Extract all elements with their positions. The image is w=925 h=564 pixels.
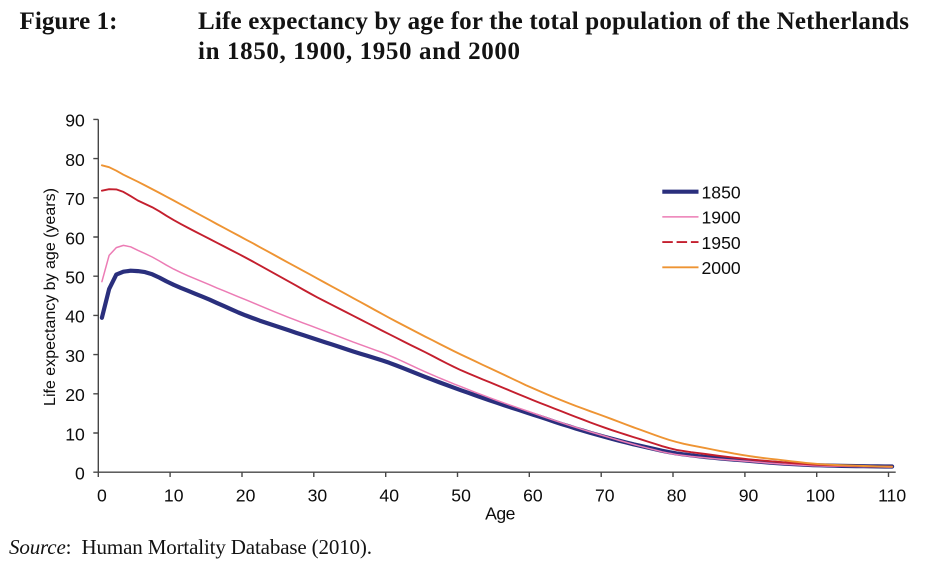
svg-text:20: 20 (65, 385, 85, 405)
svg-text:50: 50 (451, 485, 471, 505)
svg-text:1900: 1900 (702, 208, 741, 228)
svg-text:60: 60 (523, 485, 543, 505)
svg-text:30: 30 (308, 485, 328, 505)
svg-text:10: 10 (164, 485, 184, 505)
svg-text:100: 100 (806, 485, 836, 505)
svg-text:Figure 1:: Figure 1: (20, 8, 118, 35)
svg-text:20: 20 (236, 485, 256, 505)
svg-text:Life expectancy by age for the: Life expectancy by age for the total pop… (198, 8, 909, 35)
svg-text:110: 110 (878, 485, 906, 505)
svg-text:40: 40 (379, 485, 399, 505)
svg-text:0: 0 (75, 464, 85, 484)
svg-text:Source: Human Mortality Datab: Source: Human Mortality Database (2010). (9, 535, 372, 559)
svg-text:80: 80 (65, 150, 85, 170)
svg-text:Age: Age (485, 503, 515, 523)
svg-text:1850: 1850 (702, 183, 741, 203)
svg-text:50: 50 (65, 268, 85, 288)
svg-text:80: 80 (667, 485, 687, 505)
svg-text:40: 40 (65, 307, 85, 327)
svg-text:Life expectancy by age (years): Life expectancy by age (years) (42, 188, 59, 406)
svg-text:1950: 1950 (702, 233, 741, 253)
svg-text:90: 90 (739, 485, 759, 505)
svg-text:0: 0 (97, 485, 107, 505)
svg-text:70: 70 (595, 485, 615, 505)
svg-text:10: 10 (65, 424, 85, 444)
svg-text:in 1850, 1900, 1950 and 2000: in 1850, 1900, 1950 and 2000 (198, 38, 520, 65)
svg-text:60: 60 (65, 228, 85, 248)
svg-text:70: 70 (65, 189, 85, 209)
svg-text:30: 30 (65, 346, 85, 366)
svg-text:2000: 2000 (702, 258, 741, 278)
svg-text:90: 90 (65, 111, 85, 131)
